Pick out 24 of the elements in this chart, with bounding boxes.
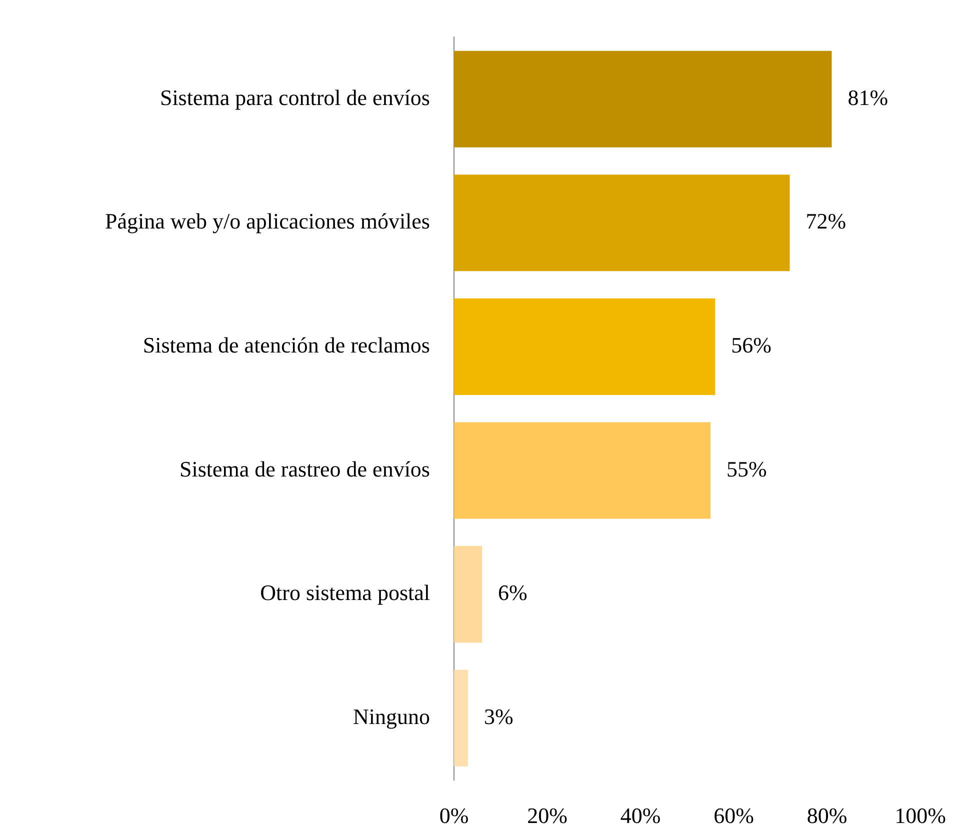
data-label: 56% — [731, 332, 772, 358]
y-tick-label: Página web y/o aplicaciones móviles — [104, 208, 430, 234]
y-tick-label: Otro sistema postal — [260, 580, 430, 606]
data-label: 72% — [806, 208, 846, 234]
bar — [454, 174, 790, 272]
y-tick-label: Sistema de atención de reclamos — [142, 332, 430, 358]
x-tick-label: 100% — [894, 802, 946, 828]
bar — [454, 546, 482, 643]
bar — [454, 422, 710, 519]
y-tick-label: Sistema para control de envíos — [160, 84, 430, 110]
data-label: 3% — [484, 704, 514, 729]
bar — [454, 670, 468, 766]
y-tick-label: Sistema de rastreo de envíos — [180, 456, 430, 482]
x-tick-label: 20% — [527, 802, 568, 828]
data-label: 55% — [726, 456, 767, 482]
data-label: 6% — [498, 580, 528, 606]
bar — [454, 50, 832, 148]
bar — [454, 298, 716, 395]
x-tick-label: 0% — [439, 802, 469, 828]
y-tick-label: Ninguno — [353, 704, 430, 729]
x-tick-label: 80% — [806, 802, 848, 828]
x-tick-label: 40% — [620, 802, 661, 828]
data-label: 81% — [848, 84, 888, 110]
x-tick-label: 60% — [714, 802, 754, 828]
